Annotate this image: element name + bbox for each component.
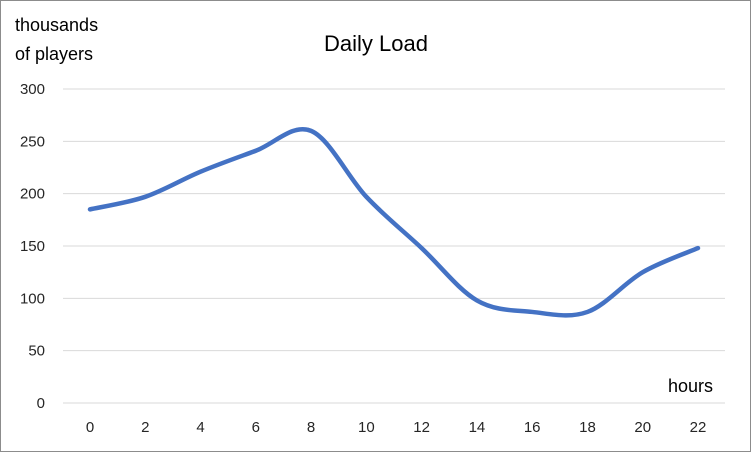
x-tick-label: 16 bbox=[524, 419, 541, 436]
y-tick-label: 250 bbox=[20, 133, 45, 150]
x-tick-label: 18 bbox=[579, 419, 596, 436]
x-axis-label: hours bbox=[668, 376, 713, 396]
x-tick-label: 8 bbox=[307, 419, 315, 436]
x-tick-label: 2 bbox=[141, 419, 149, 436]
y-tick-label: 50 bbox=[28, 343, 45, 360]
series-line-0 bbox=[87, 127, 701, 318]
x-tick-label: 0 bbox=[86, 419, 94, 436]
x-tick-label: 14 bbox=[469, 419, 486, 436]
y-tick-labels: 0 50 100 150 200 250 300 bbox=[20, 81, 45, 412]
chart-title: Daily Load bbox=[324, 31, 428, 56]
x-tick-label: 4 bbox=[196, 419, 204, 436]
y-tick-label: 100 bbox=[20, 290, 45, 307]
series-lines bbox=[87, 127, 701, 318]
y-axis-label-line-2: of players bbox=[15, 44, 93, 64]
x-tick-label: 22 bbox=[690, 419, 707, 436]
y-tick-label: 200 bbox=[20, 186, 45, 203]
x-tick-label: 6 bbox=[252, 419, 260, 436]
y-axis-label-line-1: thousands bbox=[15, 15, 98, 35]
x-tick-labels: 0 2 4 6 8 10 12 14 16 18 20 22 bbox=[86, 419, 707, 436]
x-tick-label: 12 bbox=[413, 419, 430, 436]
x-tick-label: 10 bbox=[358, 419, 375, 436]
y-tick-label: 300 bbox=[20, 81, 45, 98]
y-tick-label: 150 bbox=[20, 238, 45, 255]
x-tick-label: 20 bbox=[634, 419, 651, 436]
y-tick-label: 0 bbox=[37, 395, 45, 412]
gridlines bbox=[63, 88, 725, 404]
